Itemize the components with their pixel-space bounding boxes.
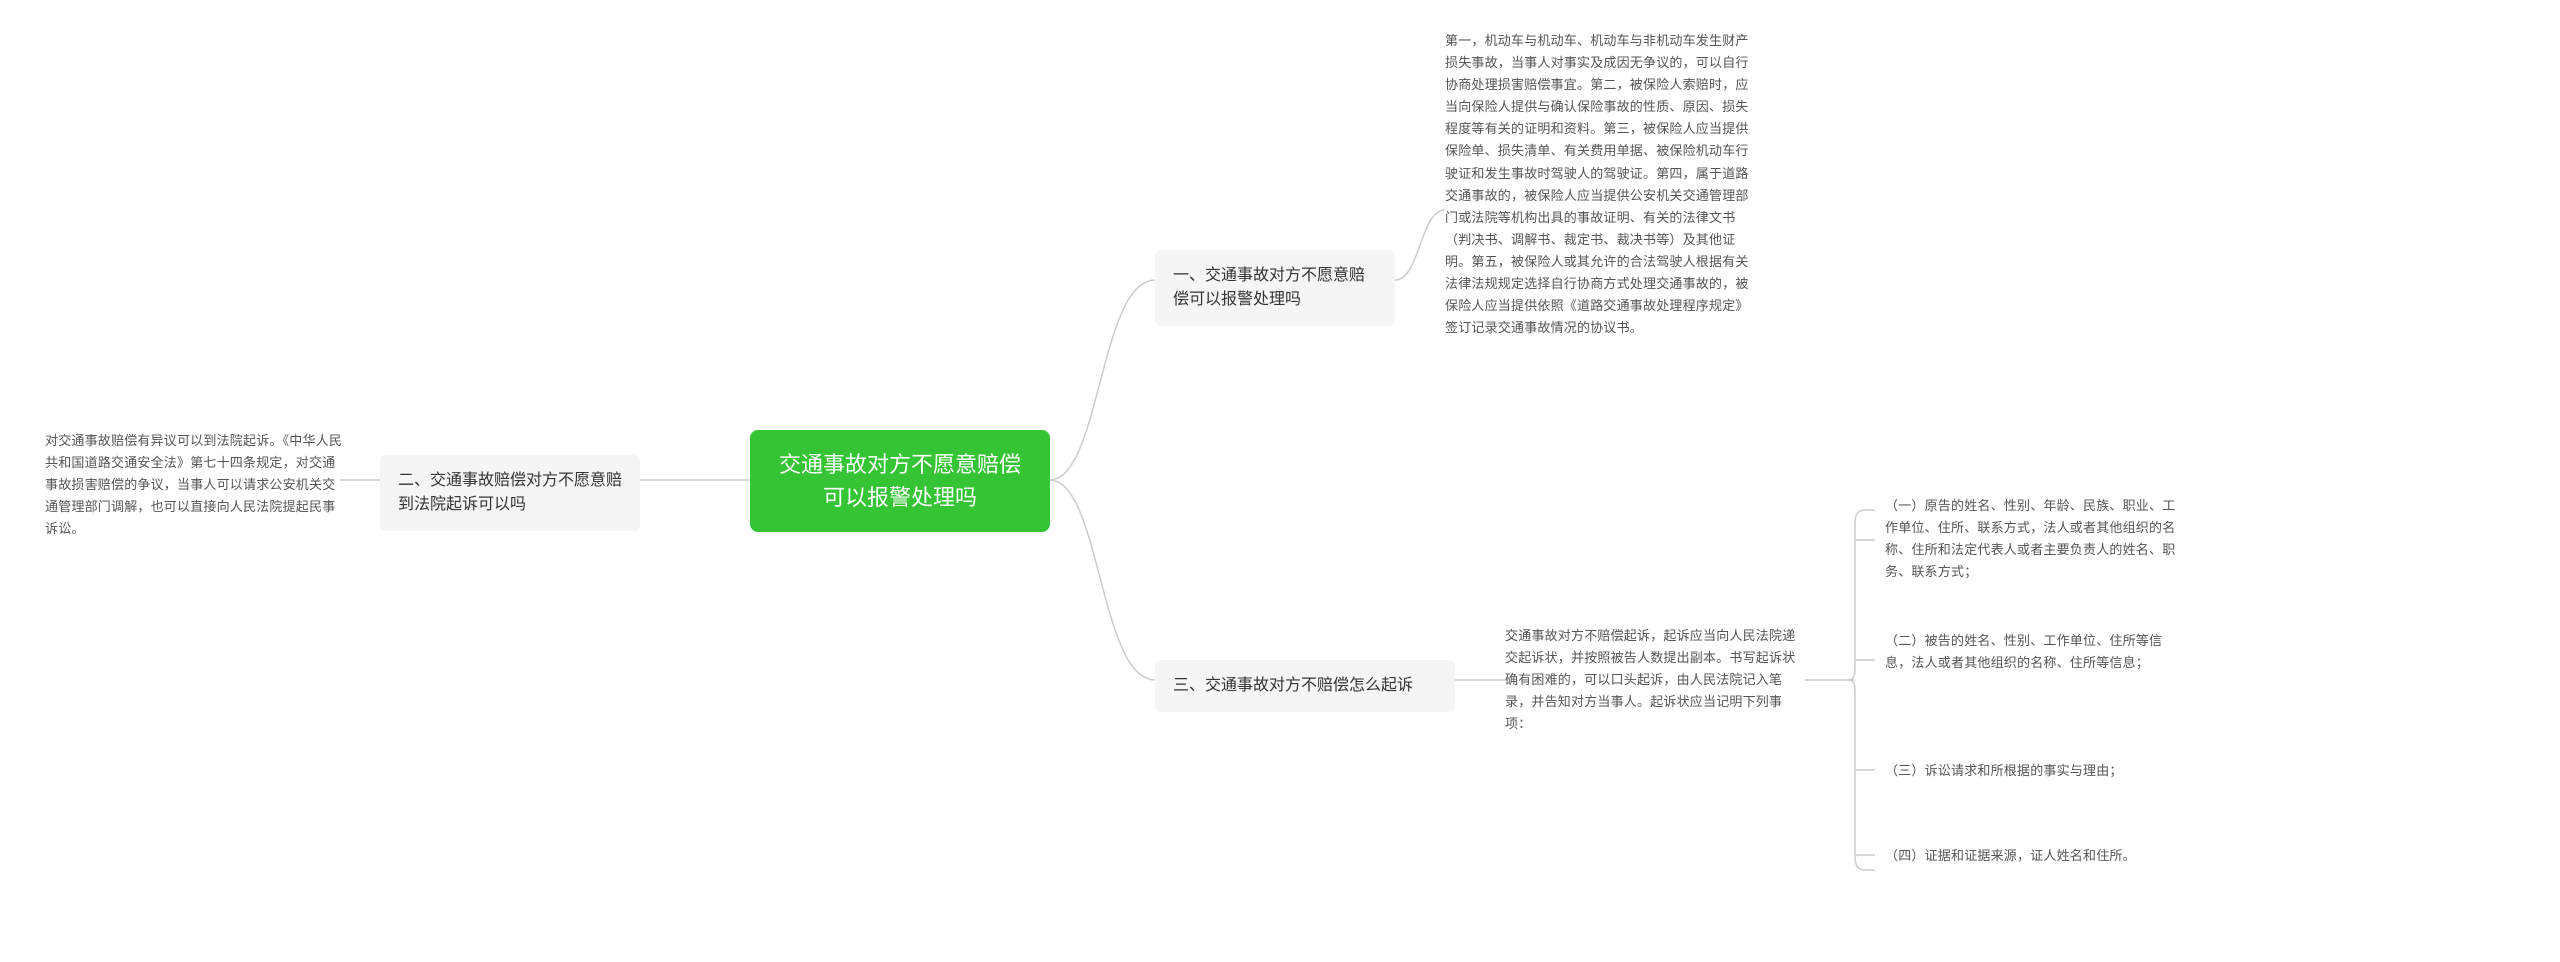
subitem-1: （一）原告的姓名、性别、年龄、民族、职业、工作单位、住所、联系方式，法人或者其他… <box>1885 495 2185 583</box>
subitem-1-text: （一）原告的姓名、性别、年龄、民族、职业、工作单位、住所、联系方式，法人或者其他… <box>1885 498 2175 579</box>
mindmap-canvas: 交通事故对方不愿意赔偿可以报警处理吗 一、交通事故对方不愿意赔偿可以报警处理吗 … <box>0 0 2560 962</box>
subitem-4-text: （四）证据和证据来源，证人姓名和住所。 <box>1885 848 2136 863</box>
branch-1-detail: 第一，机动车与机动车、机动车与非机动车发生财产损失事故，当事人对事实及成因无争议… <box>1445 30 1750 339</box>
root-node[interactable]: 交通事故对方不愿意赔偿可以报警处理吗 <box>750 430 1050 532</box>
branch-3-detail-text: 交通事故对方不赔偿起诉，起诉应当向人民法院递交起诉状，并按照被告人数提出副本。书… <box>1505 628 1795 731</box>
subitem-4: （四）证据和证据来源，证人姓名和住所。 <box>1885 845 2185 867</box>
branch-3-title: 三、交通事故对方不赔偿怎么起诉 <box>1173 677 1413 694</box>
subitem-2-text: （二）被告的姓名、性别、工作单位、住所等信息，法人或者其他组织的名称、住所等信息… <box>1885 633 2162 670</box>
branch-2-title: 二、交通事故赔偿对方不愿意赔到法院起诉可以吗 <box>398 472 622 513</box>
subitem-3-text: （三）诉讼请求和所根据的事实与理由； <box>1885 763 2123 778</box>
branch-2-detail: 对交通事故赔偿有异议可以到法院起诉。《中华人民共和国道路交通安全法》第七十四条规… <box>45 430 345 540</box>
branch-1[interactable]: 一、交通事故对方不愿意赔偿可以报警处理吗 <box>1155 250 1395 326</box>
subitem-2: （二）被告的姓名、性别、工作单位、住所等信息，法人或者其他组织的名称、住所等信息… <box>1885 630 2185 674</box>
branch-2-detail-text: 对交通事故赔偿有异议可以到法院起诉。《中华人民共和国道路交通安全法》第七十四条规… <box>45 433 342 536</box>
branch-1-title: 一、交通事故对方不愿意赔偿可以报警处理吗 <box>1173 267 1365 308</box>
branch-1-detail-text: 第一，机动车与机动车、机动车与非机动车发生财产损失事故，当事人对事实及成因无争议… <box>1445 33 1749 335</box>
subitem-3: （三）诉讼请求和所根据的事实与理由； <box>1885 760 2185 782</box>
branch-3[interactable]: 三、交通事故对方不赔偿怎么起诉 <box>1155 660 1455 712</box>
branch-2[interactable]: 二、交通事故赔偿对方不愿意赔到法院起诉可以吗 <box>380 455 640 531</box>
root-title: 交通事故对方不愿意赔偿可以报警处理吗 <box>779 452 1021 510</box>
branch-3-detail: 交通事故对方不赔偿起诉，起诉应当向人民法院递交起诉状，并按照被告人数提出副本。书… <box>1505 625 1805 735</box>
